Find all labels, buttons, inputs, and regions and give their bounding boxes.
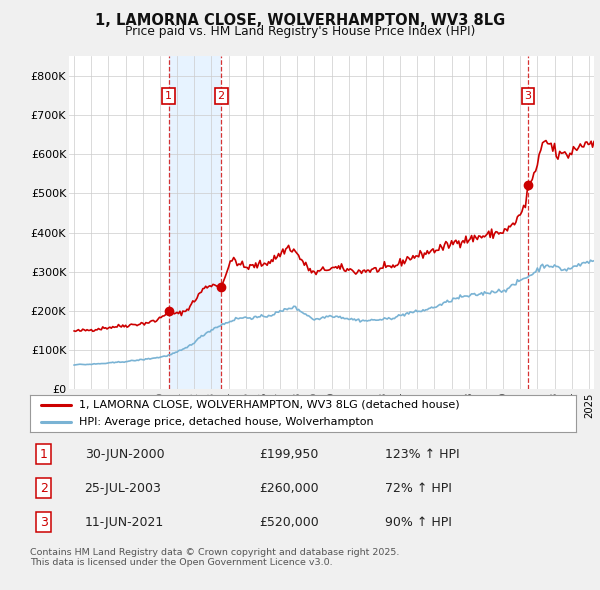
Text: 2: 2 (218, 91, 225, 101)
Text: 1, LAMORNA CLOSE, WOLVERHAMPTON, WV3 8LG (detached house): 1, LAMORNA CLOSE, WOLVERHAMPTON, WV3 8LG… (79, 400, 460, 409)
Text: £199,950: £199,950 (259, 448, 319, 461)
Text: 1, LAMORNA CLOSE, WOLVERHAMPTON, WV3 8LG: 1, LAMORNA CLOSE, WOLVERHAMPTON, WV3 8LG (95, 13, 505, 28)
Text: HPI: Average price, detached house, Wolverhampton: HPI: Average price, detached house, Wolv… (79, 417, 374, 427)
Text: 2: 2 (40, 481, 47, 495)
Text: 11-JUN-2021: 11-JUN-2021 (85, 516, 164, 529)
Bar (169, 56, 221, 389)
Text: 3: 3 (40, 516, 47, 529)
Text: 72% ↑ HPI: 72% ↑ HPI (385, 481, 452, 495)
Text: 1: 1 (40, 448, 47, 461)
Text: 123% ↑ HPI: 123% ↑ HPI (385, 448, 460, 461)
Text: 25-JUL-2003: 25-JUL-2003 (85, 481, 161, 495)
Text: 30-JUN-2000: 30-JUN-2000 (85, 448, 164, 461)
Text: 3: 3 (524, 91, 532, 101)
Text: 90% ↑ HPI: 90% ↑ HPI (385, 516, 452, 529)
Text: £520,000: £520,000 (259, 516, 319, 529)
Text: Price paid vs. HM Land Registry's House Price Index (HPI): Price paid vs. HM Land Registry's House … (125, 25, 475, 38)
Text: £260,000: £260,000 (259, 481, 319, 495)
Text: Contains HM Land Registry data © Crown copyright and database right 2025.
This d: Contains HM Land Registry data © Crown c… (30, 548, 400, 567)
Text: 1: 1 (165, 91, 172, 101)
